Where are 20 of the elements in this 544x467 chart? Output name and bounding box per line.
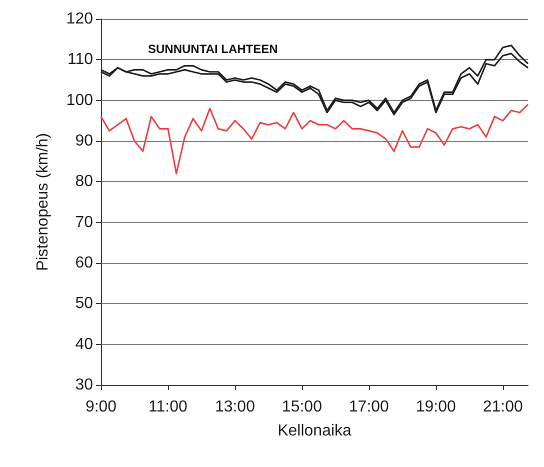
y-tick-label: 110 [67, 51, 94, 68]
y-tick-label: 30 [75, 376, 94, 394]
x-tick-label: 17:00 [348, 398, 390, 416]
x-tick-label: 13:00 [214, 398, 256, 416]
x-tick-label: 15:00 [282, 398, 322, 416]
x-tick-label: 21:00 [482, 398, 523, 416]
x-tick-label: 19:00 [416, 398, 456, 416]
y-tick-label: 40 [75, 336, 94, 353]
x-tick-label: 11:00 [148, 398, 188, 416]
y-tick-label: 120 [66, 10, 94, 28]
y-axis-title: Pistenopeus (km/h) [34, 133, 52, 271]
x-tick-label: 9:00 [85, 398, 117, 416]
y-tick-label: 50 [75, 295, 94, 312]
text: SUNNUNTAI LAHTEEN [148, 42, 278, 56]
y-tick-label: 100 [66, 92, 94, 109]
y-tick-label: 70 [75, 214, 94, 231]
y-tick-label: 60 [75, 254, 94, 272]
y-tick-label: 80 [75, 173, 94, 190]
x-axis-title: Kellonaika [278, 422, 352, 440]
y-tick-label: 90 [75, 132, 94, 150]
